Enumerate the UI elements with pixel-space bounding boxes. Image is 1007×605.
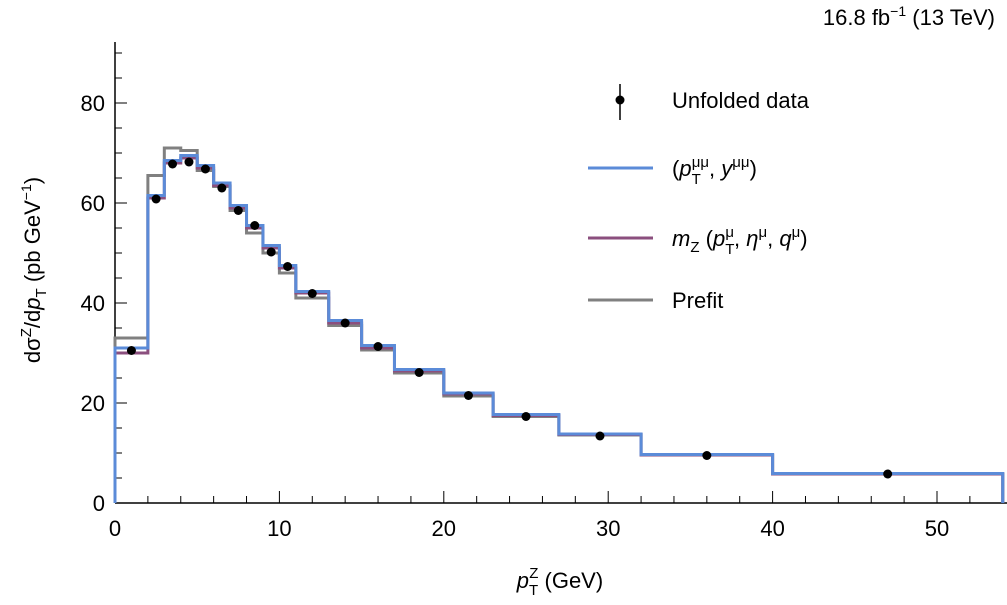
data-point xyxy=(595,431,605,441)
data-point xyxy=(266,247,276,257)
y-tick-label: 60 xyxy=(81,191,105,216)
text-part: Z xyxy=(529,565,538,582)
histogram-mzptq xyxy=(113,156,1005,503)
data-point xyxy=(307,289,317,298)
data-point xyxy=(283,262,293,271)
text-part: η xyxy=(746,226,758,251)
text-part: m xyxy=(672,226,690,251)
x-tick-label: 30 xyxy=(596,516,620,541)
text-part: ) xyxy=(750,156,757,181)
text-part: μμ xyxy=(692,154,709,171)
text-part: ( xyxy=(672,156,680,181)
legend-label: Prefit xyxy=(672,288,723,313)
data-point xyxy=(233,206,243,215)
x-tick-label: 40 xyxy=(760,516,784,541)
x-axis-label: pTZ (GeV) xyxy=(516,565,603,599)
text-part: , xyxy=(767,226,779,251)
text-part: T xyxy=(33,288,50,297)
data-point xyxy=(414,368,424,377)
text-part: μ xyxy=(758,224,767,241)
text-part: Z xyxy=(18,328,35,337)
histogram-prefit xyxy=(113,146,1005,503)
text-part: T xyxy=(692,171,701,188)
y-tick-label: 20 xyxy=(81,391,105,416)
data-point xyxy=(217,183,227,193)
histogram-pty xyxy=(113,154,1005,503)
data-point xyxy=(521,412,531,421)
text-part: T xyxy=(725,241,734,258)
lumi-annotation: 16.8 fb−1 (13 TeV) xyxy=(823,3,995,30)
data-point xyxy=(373,342,383,351)
text-part: (13 TeV) xyxy=(906,5,995,30)
text-part: dσ xyxy=(20,337,45,363)
text-part: p xyxy=(712,226,725,251)
x-tick-label: 50 xyxy=(925,516,949,541)
y-tick-label: 80 xyxy=(81,91,105,116)
text-part: , xyxy=(709,156,721,181)
x-tick-label: 10 xyxy=(267,516,291,541)
y-tick-label: 40 xyxy=(81,291,105,316)
text-part: ( xyxy=(700,226,714,251)
data-point xyxy=(184,157,194,167)
legend-label: (pTμμ, yμμ) xyxy=(672,154,757,188)
y-tick-label: 0 xyxy=(93,491,105,516)
text-part: (GeV) xyxy=(538,568,603,593)
legend-label-data: Unfolded data xyxy=(672,88,810,113)
text-part: ) xyxy=(20,177,45,184)
x-tick-label: 0 xyxy=(109,516,121,541)
text-part: μ xyxy=(725,224,734,241)
x-tick-label: 20 xyxy=(432,516,456,541)
text-part: T xyxy=(529,582,538,599)
data-point xyxy=(151,194,161,204)
text-part: , xyxy=(734,226,746,251)
legend-label: mZ (pTμ, ημ, qμ) xyxy=(672,224,808,258)
data-point xyxy=(200,164,210,174)
text-part: p xyxy=(516,568,529,593)
data-point xyxy=(463,391,473,400)
text-part: ) xyxy=(800,226,807,251)
text-part: Z xyxy=(690,239,699,256)
data-point xyxy=(702,451,712,460)
text-part: (pb GeV xyxy=(20,200,45,288)
text-part: −1 xyxy=(18,184,34,200)
text-part: 16.8 fb xyxy=(823,5,890,30)
text-part: −1 xyxy=(890,3,906,19)
data-point xyxy=(126,346,136,355)
text-part: y xyxy=(719,156,734,181)
data-point xyxy=(250,221,260,230)
text-part: p xyxy=(678,156,691,181)
text-part: μμ xyxy=(732,154,749,171)
data-point xyxy=(168,159,178,169)
data-point xyxy=(883,469,893,479)
text-part: p xyxy=(20,297,45,310)
text-part: Prefit xyxy=(672,288,723,313)
legend-marker xyxy=(615,95,625,105)
y-axis-label: dσZ/dpT (pb GeV−1) xyxy=(18,177,50,363)
text-part: q xyxy=(779,226,792,251)
text-part: μ xyxy=(792,224,801,241)
data-point xyxy=(340,318,350,328)
text-part: /d xyxy=(20,310,45,328)
